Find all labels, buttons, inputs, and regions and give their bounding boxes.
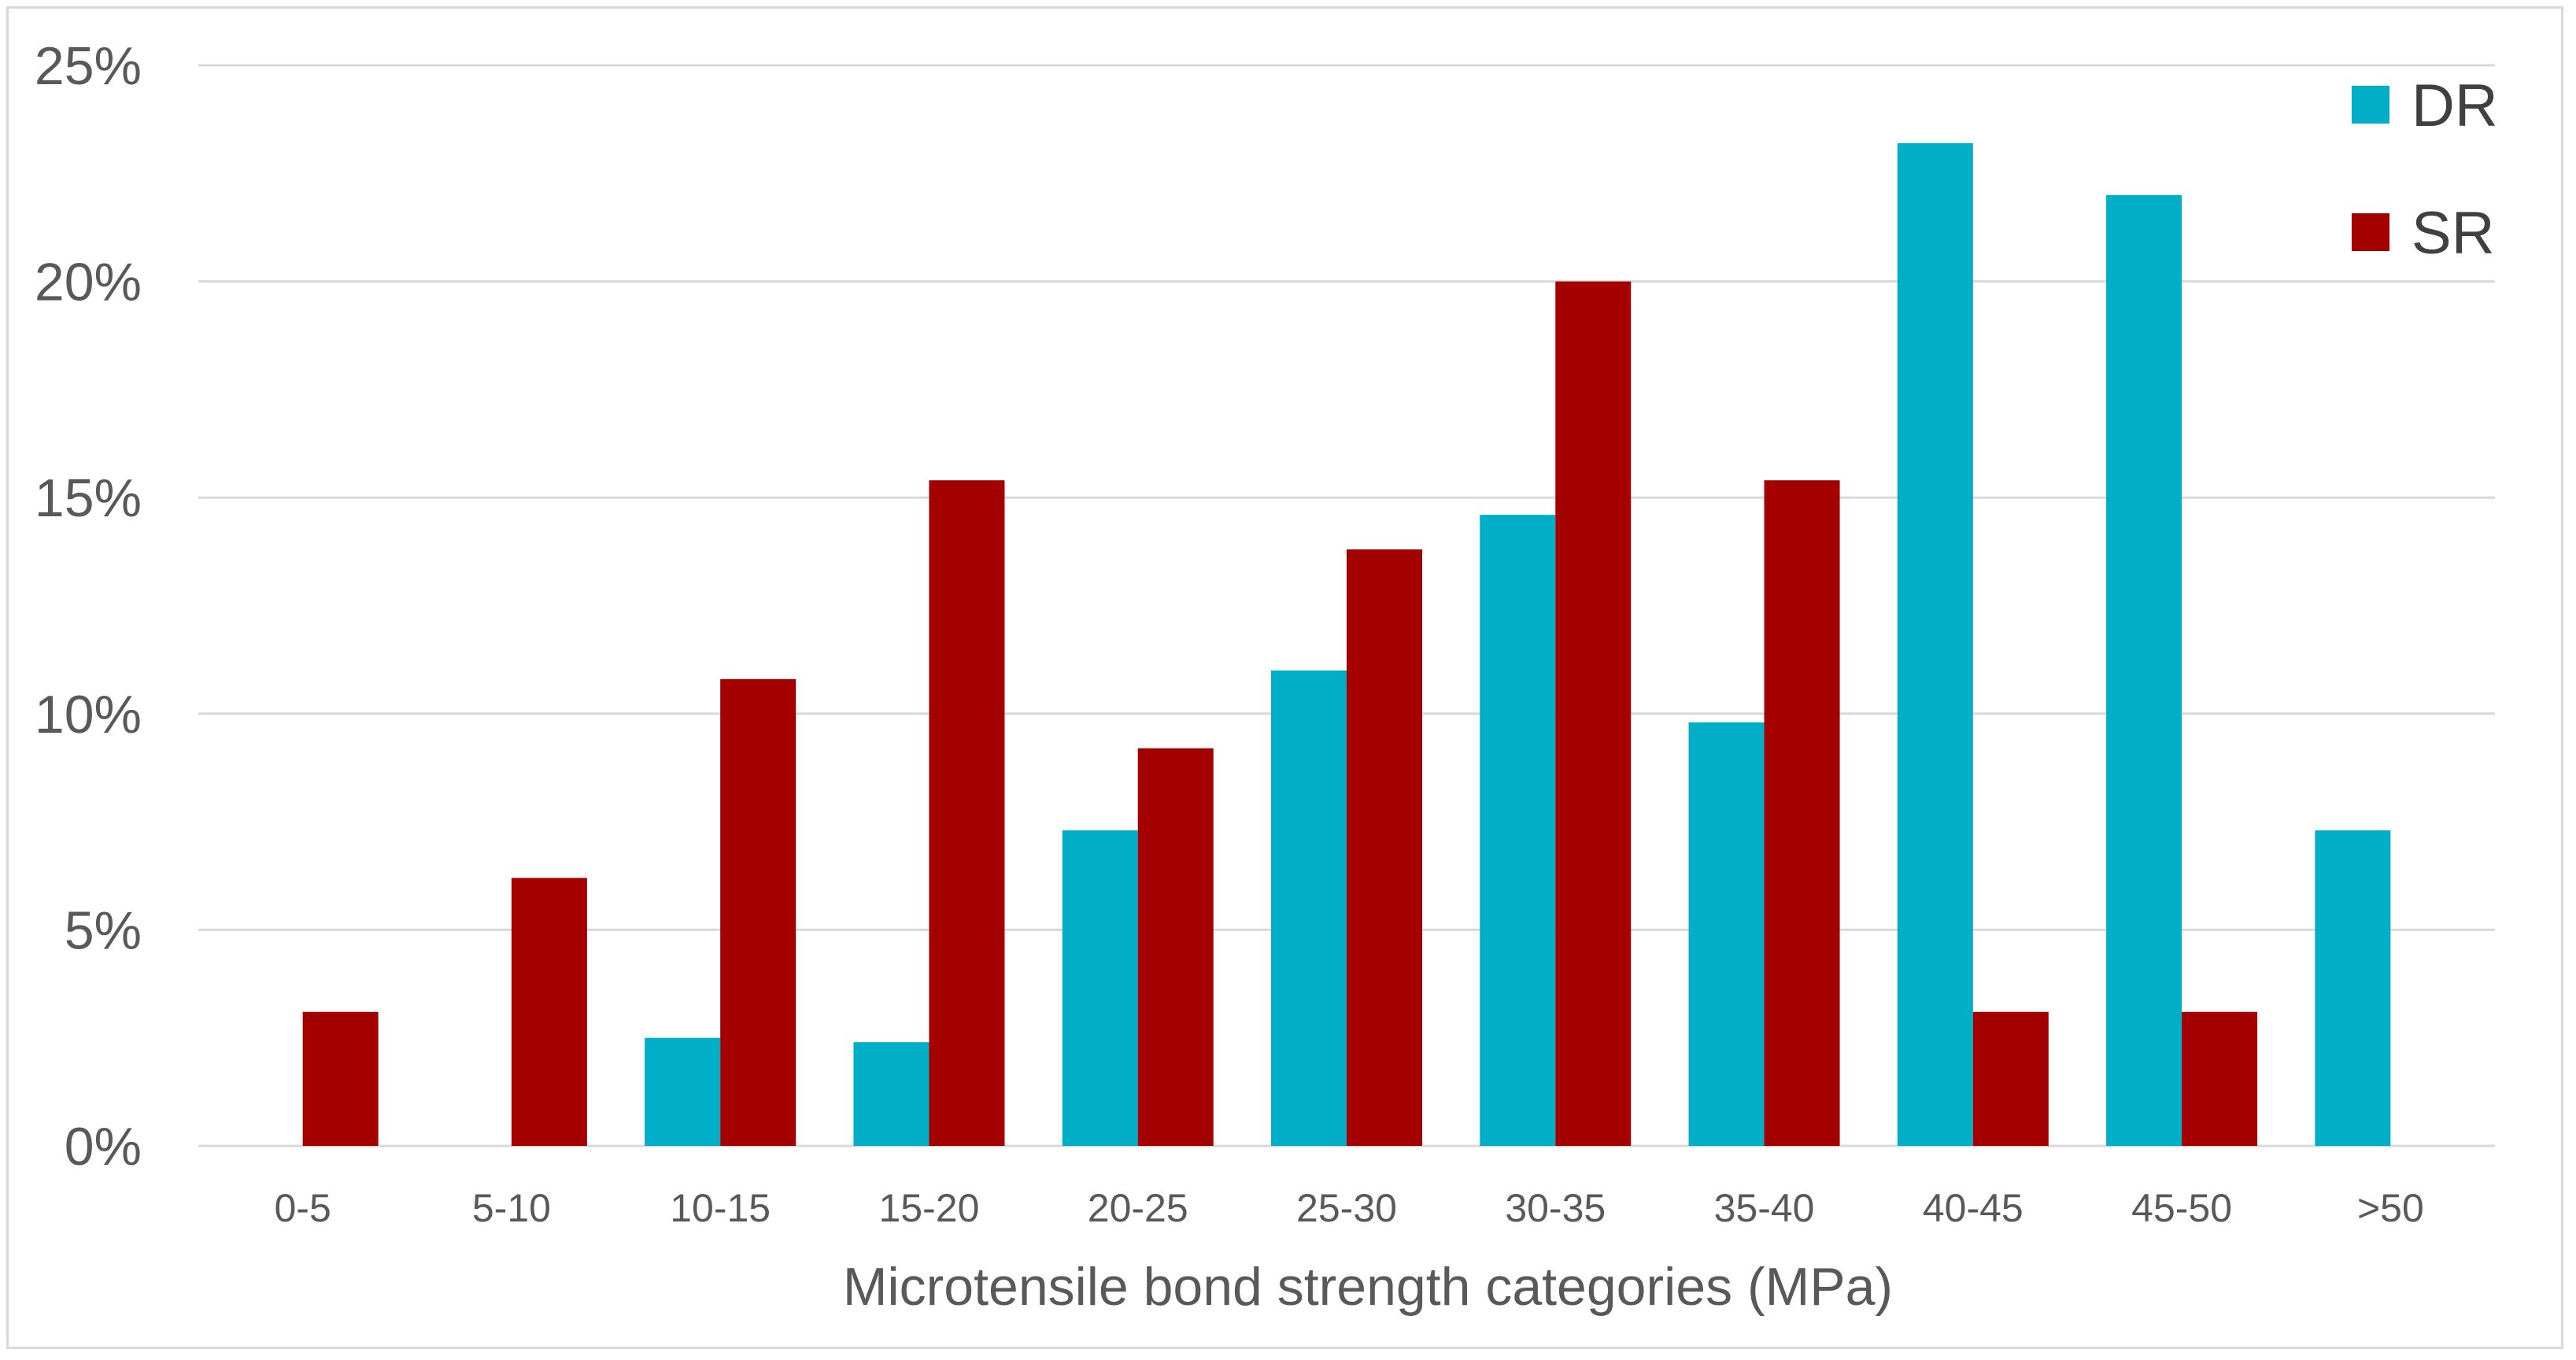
bar-dr-5: [1271, 670, 1347, 1146]
bars: [302, 142, 2391, 1147]
x-tick-label: 0-5: [275, 1186, 331, 1230]
bar-sr-5: [1347, 549, 1422, 1146]
bar-sr-1: [511, 878, 587, 1146]
x-tick-label: 5-10: [472, 1186, 551, 1230]
legend-label-sr: SR: [2412, 200, 2495, 267]
x-tick-label: 25-30: [1296, 1186, 1397, 1230]
bar-sr-3: [929, 480, 1005, 1146]
y-tick-label: 20%: [35, 253, 142, 312]
bar-dr-8: [1897, 142, 1973, 1147]
bar-sr-8: [1972, 1011, 2049, 1146]
x-tick-label: 35-40: [1714, 1186, 1815, 1230]
bar-dr-9: [2106, 194, 2182, 1146]
bar-sr-6: [1555, 281, 1632, 1147]
x-tick-label: 40-45: [1923, 1186, 2023, 1230]
x-axis-tick-labels: 0-5 5-10 10-15 15-20 20-25 25-30 30-35 35-40 40-…: [275, 1186, 2424, 1230]
bar-dr-7: [1688, 722, 1765, 1146]
x-axis-title: Microtensile bond strength categories (M…: [843, 1257, 1893, 1317]
legend-swatch-dr: [2352, 86, 2389, 124]
y-tick-label: 25%: [35, 36, 142, 96]
x-tick-label: >50: [2357, 1186, 2424, 1230]
x-tick-label: 10-15: [670, 1186, 771, 1230]
bar-sr-4: [1137, 748, 1214, 1146]
x-tick-label: 15-20: [879, 1186, 980, 1230]
bar-sr-9: [2182, 1011, 2258, 1146]
bar-dr-6: [1480, 515, 1556, 1146]
legend-swatch-sr: [2352, 213, 2389, 251]
bar-sr-2: [720, 678, 796, 1146]
y-axis-tick-labels: 0% 5% 10% 15% 20% 25%: [35, 36, 142, 1177]
x-tick-label: 30-35: [1505, 1186, 1606, 1230]
legend: DR SR: [2352, 72, 2498, 267]
y-tick-label: 15%: [35, 468, 142, 528]
bar-dr-4: [1062, 830, 1138, 1146]
x-tick-label: 45-50: [2131, 1186, 2232, 1230]
bar-dr-2: [645, 1037, 721, 1146]
y-tick-label: 0%: [65, 1117, 142, 1177]
bar-dr-3: [853, 1042, 930, 1146]
bar-sr-0: [302, 1011, 379, 1146]
x-tick-label: 20-25: [1088, 1186, 1188, 1230]
y-tick-label: 5%: [65, 900, 142, 960]
y-tick-label: 10%: [35, 685, 142, 745]
bar-dr-10: [2315, 830, 2391, 1146]
bar-sr-7: [1764, 480, 1840, 1146]
legend-label-dr: DR: [2412, 72, 2498, 139]
